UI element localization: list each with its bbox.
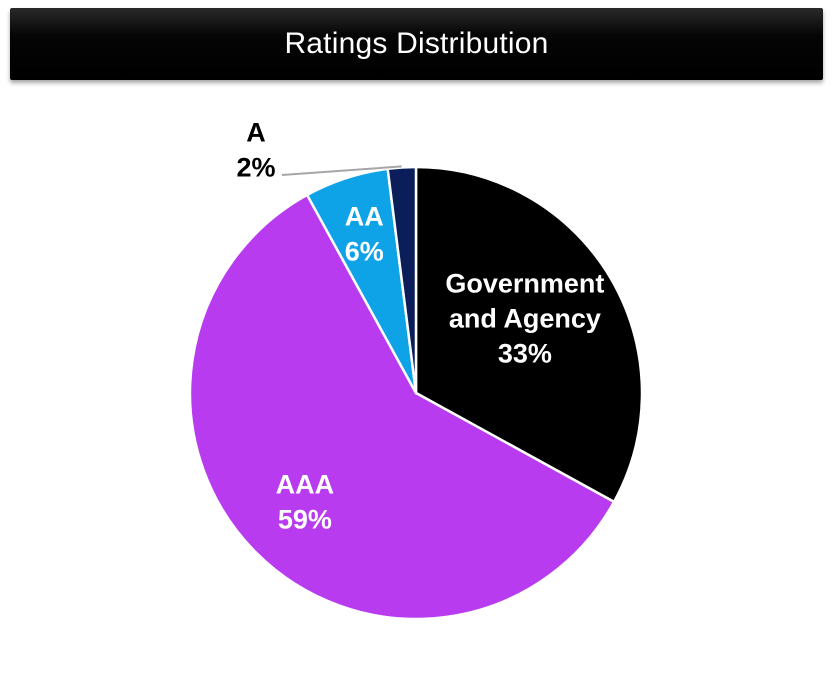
leader-lines — [281, 165, 402, 176]
leader-line-a — [281, 165, 402, 176]
data-label-value: 33% — [498, 339, 552, 369]
data-label-value: 6% — [345, 236, 384, 266]
data-label-name: AA — [345, 201, 384, 231]
data-label-aaa: AAA 59% — [276, 470, 335, 535]
data-label-value: 2% — [236, 153, 275, 183]
data-label-name: Government — [445, 269, 604, 299]
data-label-government-and-agency: Government and Agency 33% — [445, 269, 604, 369]
data-label-name: and Agency — [449, 304, 601, 334]
data-label-value: 59% — [278, 505, 332, 535]
data-label-name: A — [246, 118, 266, 148]
data-labels: Government and Agency 33% AAA 59% AA 6% A 2% — [236, 118, 604, 535]
chart-title: Ratings Distribution — [284, 27, 549, 60]
pie-slice-aaa — [188, 193, 616, 621]
chart-title-bar: Ratings Distribution — [10, 8, 823, 80]
pie-slices — [188, 165, 644, 621]
data-label-a: A 2% — [236, 118, 275, 183]
pie-slice-a — [386, 165, 418, 395]
pie-slice-government-and-agency — [414, 165, 644, 504]
data-label-name: AAA — [276, 470, 335, 500]
data-label-aa: AA 6% — [345, 201, 384, 266]
